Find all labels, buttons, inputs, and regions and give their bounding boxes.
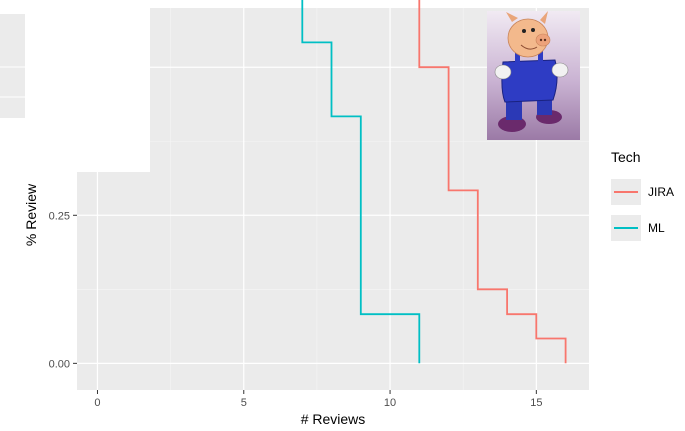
legend: Tech JIRA ML [611, 149, 674, 241]
minor-gridlines [77, 8, 589, 390]
x-tick-label: 5 [241, 397, 247, 409]
x-tick-label: 0 [94, 397, 100, 409]
series-line-jira [418, 0, 567, 364]
legend-title: Tech [611, 149, 641, 165]
x-axis-title: # Reviews [301, 411, 366, 427]
series-lines [301, 0, 567, 364]
legend-label-ml: ML [648, 221, 665, 235]
occluding-gray-strip [0, 14, 25, 118]
x-tick-label: 10 [384, 397, 396, 409]
x-tick-label: 15 [530, 397, 542, 409]
series-line-ml [301, 0, 421, 364]
y-tick-label: 0.25 [49, 210, 70, 222]
y-axis-title: % Review [23, 183, 39, 246]
pig-in-overalls-illustration [487, 11, 580, 140]
y-tick-label: 0.00 [49, 358, 70, 370]
x-axis: 0 5 10 15 [94, 390, 542, 409]
legend-label-jira: JIRA [648, 185, 674, 199]
